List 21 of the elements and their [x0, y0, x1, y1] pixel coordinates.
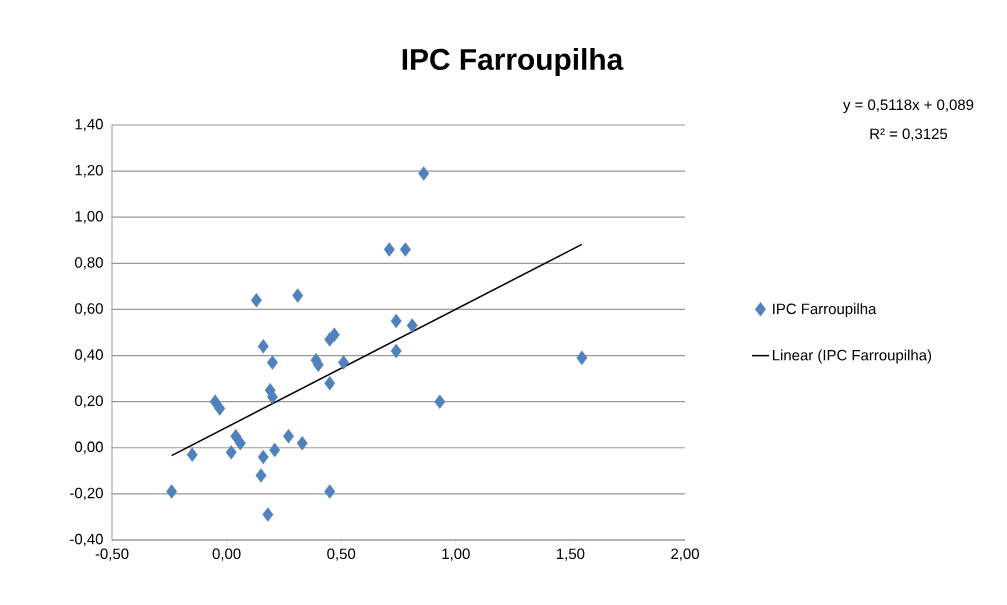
x-tick-label: 0,50	[327, 548, 356, 561]
y-tick-label: 1,40	[75, 118, 103, 132]
y-tick-label: -0,20	[70, 487, 103, 501]
y-tick-label: 0,60	[74, 303, 103, 316]
x-tick-label: 1,00	[442, 548, 470, 561]
x-tick-label: 1,50	[557, 548, 585, 561]
x-tick-label: 2,00	[671, 548, 699, 561]
y-tick-label: -0,40	[70, 533, 103, 547]
text: R² = 0,3125	[870, 128, 948, 141]
y-tick-label: 1,00	[75, 211, 103, 224]
x-tick-label: 0,00	[212, 548, 241, 561]
legend-label: IPC Farroupilha	[773, 303, 877, 318]
y-tick-label: 1,20	[75, 164, 103, 178]
y-tick-label: 0,00	[74, 441, 103, 454]
legend-label: Linear (IPC Farroupilha)	[772, 349, 932, 364]
y-tick-label: 0,40	[74, 349, 103, 362]
y-tick-label: 0,80	[74, 257, 103, 270]
text: y = 0,5118x + 0,089	[843, 99, 974, 113]
y-tick-label: 0,20	[74, 395, 103, 408]
x-tick-label: -0,50	[95, 548, 129, 561]
chart-title: IPC Farroupilha	[402, 48, 624, 76]
